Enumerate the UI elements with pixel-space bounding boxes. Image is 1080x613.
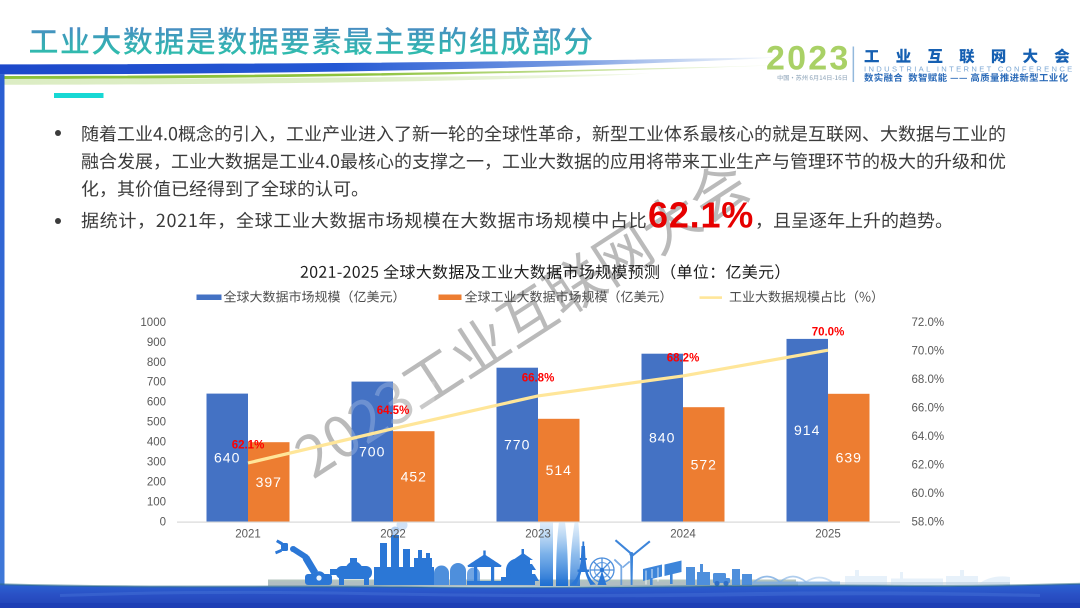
svg-text:72.0%: 72.0% (912, 317, 945, 329)
svg-text:2025: 2025 (815, 529, 841, 541)
svg-text:600: 600 (147, 397, 166, 409)
svg-text:1000: 1000 (140, 317, 166, 329)
svg-text:400: 400 (147, 437, 166, 449)
svg-text:639: 639 (836, 450, 862, 466)
svg-text:100: 100 (147, 497, 166, 509)
svg-text:2023: 2023 (766, 40, 850, 78)
svg-text:68.2%: 68.2% (667, 352, 700, 364)
svg-text:572: 572 (691, 456, 717, 472)
svg-text:514: 514 (546, 462, 572, 478)
svg-text:70.0%: 70.0% (912, 345, 945, 357)
svg-text:2021: 2021 (235, 529, 261, 541)
svg-text:60.0%: 60.0% (912, 488, 945, 500)
svg-text:200: 200 (147, 477, 166, 489)
svg-text:300: 300 (147, 457, 166, 469)
svg-text:500: 500 (147, 417, 166, 429)
svg-text:62.1%: 62.1% (648, 195, 754, 236)
svg-text:770: 770 (504, 437, 530, 453)
svg-text:0: 0 (160, 517, 166, 529)
svg-text:397: 397 (256, 474, 282, 490)
svg-text:62.1%: 62.1% (232, 440, 265, 452)
svg-text:840: 840 (649, 430, 675, 446)
svg-text:68.0%: 68.0% (912, 374, 945, 386)
svg-text:2024: 2024 (670, 529, 696, 541)
svg-text:900: 900 (147, 337, 166, 349)
svg-text:INDUSTRIAL INTERNET CONFERENCE: INDUSTRIAL INTERNET CONFERENCE (864, 65, 1075, 74)
svg-text:800: 800 (147, 357, 166, 369)
svg-text:2022: 2022 (380, 529, 406, 541)
svg-text:58.0%: 58.0% (912, 517, 945, 529)
svg-text:640: 640 (214, 450, 240, 466)
svg-text:700: 700 (359, 444, 385, 460)
svg-text:66.0%: 66.0% (912, 402, 945, 414)
svg-text:62.0%: 62.0% (912, 460, 945, 472)
svg-text:66.8%: 66.8% (522, 372, 555, 384)
svg-text:914: 914 (794, 422, 820, 438)
svg-text:700: 700 (147, 377, 166, 389)
svg-text:70.0%: 70.0% (812, 327, 845, 339)
svg-text:2023: 2023 (525, 529, 551, 541)
svg-text:452: 452 (401, 468, 427, 484)
svg-text:64.0%: 64.0% (912, 431, 945, 443)
svg-text:64.5%: 64.5% (377, 405, 410, 417)
